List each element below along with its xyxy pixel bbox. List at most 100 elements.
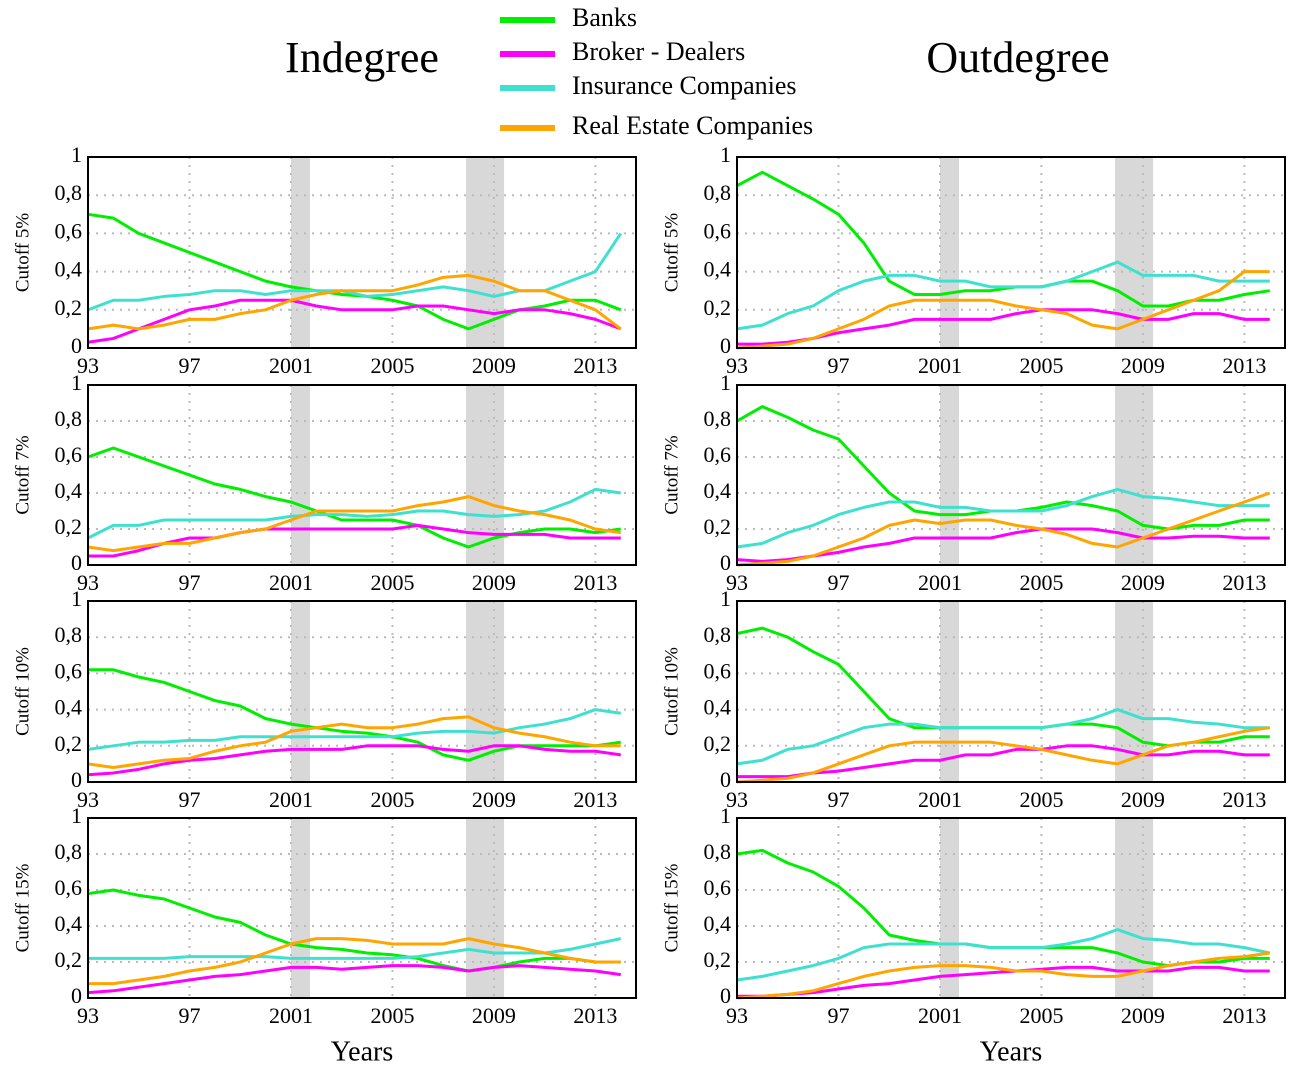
series-line xyxy=(736,928,1271,982)
y-axis-label: Cutoff 5% xyxy=(661,213,682,293)
series-line xyxy=(87,744,621,777)
x-axis-label: Years xyxy=(331,1036,394,1067)
x-tick-label: 93 xyxy=(77,1003,99,1028)
plot-frame xyxy=(87,156,637,349)
y-tick-label: 0,4 xyxy=(55,257,83,282)
y-tick-label: 0 xyxy=(720,550,731,575)
series-line xyxy=(736,708,1270,766)
series-line xyxy=(737,308,1270,346)
y-tick-label: 0,4 xyxy=(55,478,83,503)
series-line xyxy=(736,270,1270,350)
series-line xyxy=(87,212,622,331)
legend-label: Banks xyxy=(572,3,637,32)
x-tick-label: 97 xyxy=(178,353,200,378)
recession-band xyxy=(290,385,310,565)
series-line xyxy=(87,964,621,995)
plot-frame xyxy=(87,384,637,566)
y-axis-label: Cutoff 15% xyxy=(661,863,682,952)
x-tick-label: 97 xyxy=(827,787,849,812)
column-title: Indegree xyxy=(285,33,439,82)
x-tick-label: 2005 xyxy=(370,1003,414,1028)
x-tick-label: 2001 xyxy=(269,570,313,595)
x-tick-label: 2001 xyxy=(918,570,962,595)
y-tick-label: 0,4 xyxy=(55,911,83,936)
x-tick-label: 2013 xyxy=(573,787,617,812)
x-tick-label: 2005 xyxy=(370,353,414,378)
recession-band xyxy=(939,818,959,998)
x-tick-label: 2009 xyxy=(1121,787,1165,812)
y-tick-label: 0 xyxy=(71,767,82,792)
x-tick-label: 97 xyxy=(827,1003,849,1028)
series-line xyxy=(736,170,1271,308)
x-tick-label: 2013 xyxy=(573,1003,617,1028)
plot-frame xyxy=(736,384,1286,566)
plot-frame xyxy=(87,817,637,999)
series-line xyxy=(87,446,621,549)
x-tick-label: 2009 xyxy=(472,1003,516,1028)
x-tick-label: 2009 xyxy=(1121,1003,1165,1028)
x-tick-label: 2013 xyxy=(1222,570,1266,595)
plot-frame xyxy=(87,600,637,783)
y-tick-label: 0,8 xyxy=(55,406,83,431)
y-tick-label: 1 xyxy=(720,370,731,395)
y-axis-label: Cutoff 5% xyxy=(12,213,33,293)
y-tick-label: 0,6 xyxy=(704,658,732,683)
y-tick-label: 0,6 xyxy=(55,218,83,243)
y-tick-label: 0,8 xyxy=(704,839,732,864)
y-tick-label: 1 xyxy=(71,586,82,611)
y-tick-label: 0,4 xyxy=(704,695,732,720)
recession-band xyxy=(939,385,959,565)
x-tick-label: 2001 xyxy=(918,1003,962,1028)
y-tick-label: 0,6 xyxy=(704,442,732,467)
x-tick-label: 93 xyxy=(77,353,99,378)
x-tick-label: 2005 xyxy=(1019,570,1063,595)
x-tick-label: 93 xyxy=(77,787,99,812)
x-tick-label: 97 xyxy=(178,1003,200,1028)
x-tick-label: 2009 xyxy=(472,353,516,378)
legend-label: Insurance Companies xyxy=(572,71,797,100)
y-tick-label: 1 xyxy=(71,142,82,167)
column-title: Outdegree xyxy=(926,33,1109,82)
y-tick-label: 0,4 xyxy=(704,257,732,282)
y-tick-label: 0 xyxy=(720,767,731,792)
y-tick-label: 0 xyxy=(720,983,731,1008)
series-line xyxy=(87,298,622,344)
y-tick-label: 0,8 xyxy=(55,622,83,647)
y-tick-label: 0,8 xyxy=(704,622,732,647)
series-line xyxy=(88,523,621,558)
y-tick-label: 0,2 xyxy=(704,731,732,756)
series-line xyxy=(736,951,1270,1000)
y-tick-label: 0,4 xyxy=(704,478,732,503)
series-line xyxy=(737,744,1270,779)
y-axis-label: Cutoff 7% xyxy=(661,435,682,515)
x-tick-label: 2009 xyxy=(472,570,516,595)
plot-frame xyxy=(736,817,1286,999)
x-tick-label: 2009 xyxy=(1121,570,1165,595)
x-tick-label: 2005 xyxy=(370,787,414,812)
y-tick-label: 0,8 xyxy=(704,180,732,205)
recession-band xyxy=(290,157,310,348)
x-tick-label: 93 xyxy=(726,787,748,812)
series-line xyxy=(87,888,621,973)
x-tick-label: 97 xyxy=(827,353,849,378)
y-tick-label: 0,2 xyxy=(704,514,732,539)
y-tick-label: 0,2 xyxy=(55,514,83,539)
y-axis-label: Cutoff 10% xyxy=(12,647,33,736)
series-line xyxy=(88,668,621,762)
legend-label: Real Estate Companies xyxy=(572,111,813,140)
y-tick-label: 1 xyxy=(720,142,731,167)
x-tick-label: 2001 xyxy=(269,787,313,812)
y-tick-label: 0,8 xyxy=(704,406,732,431)
y-tick-label: 1 xyxy=(71,803,82,828)
x-tick-label: 2009 xyxy=(1121,353,1165,378)
y-tick-label: 0,6 xyxy=(55,875,83,900)
x-tick-label: 93 xyxy=(726,353,748,378)
series-line xyxy=(87,715,621,770)
y-tick-label: 0 xyxy=(71,550,82,575)
series-line xyxy=(737,965,1270,998)
series-line xyxy=(736,491,1271,567)
x-tick-label: 97 xyxy=(178,570,200,595)
x-tick-label: 2005 xyxy=(1019,787,1063,812)
y-tick-label: 1 xyxy=(720,586,731,611)
